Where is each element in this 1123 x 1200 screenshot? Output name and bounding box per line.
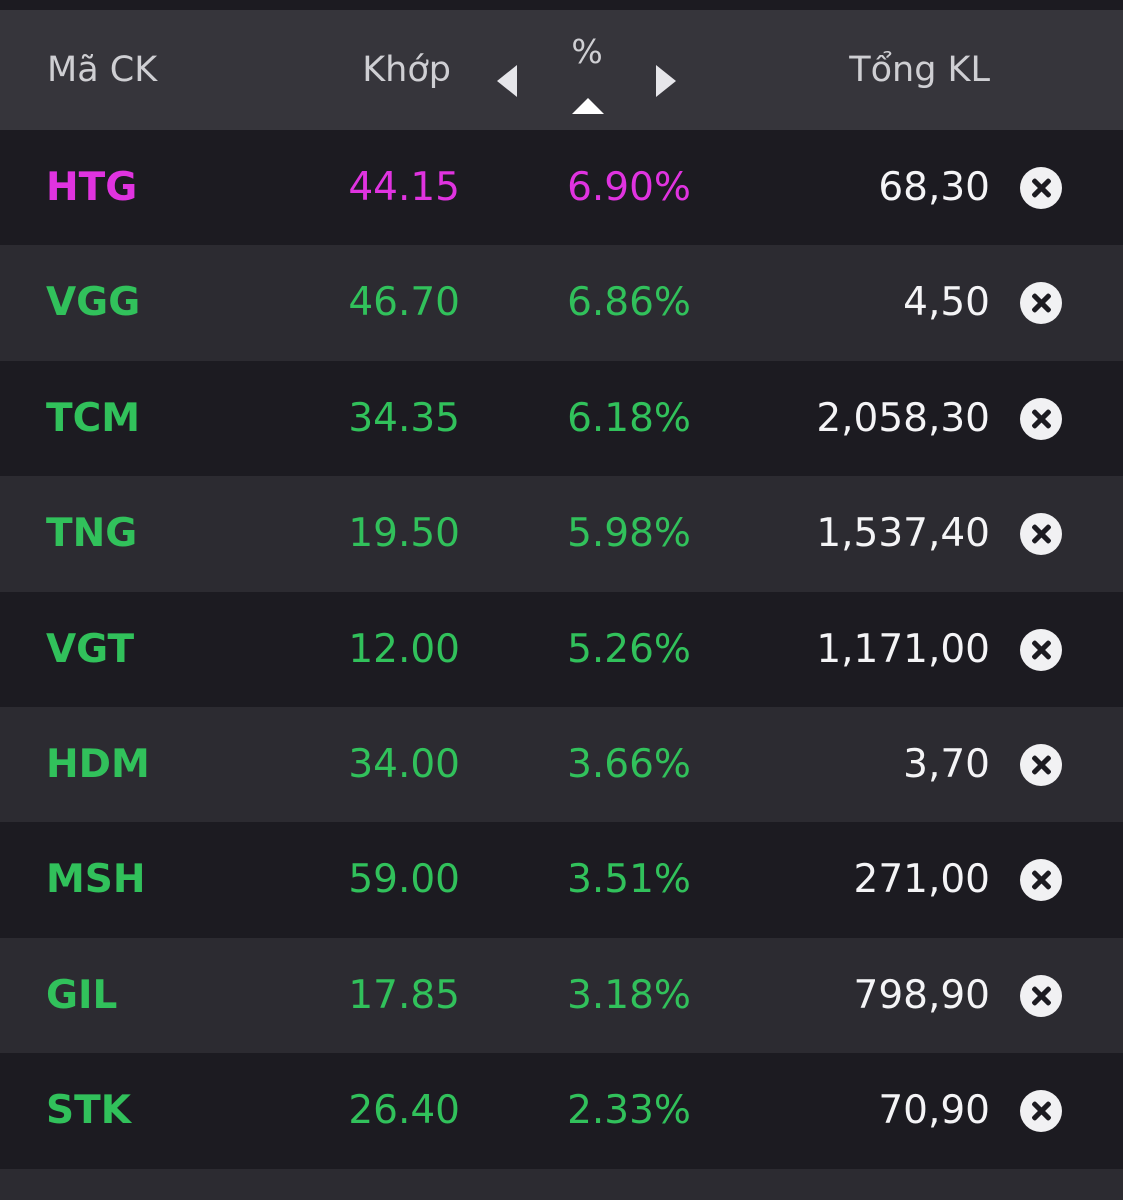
match-price: 34.35 <box>348 395 460 441</box>
percent-change: 3.18% <box>567 972 691 1018</box>
percent-change: 5.26% <box>567 626 691 672</box>
remove-icon[interactable] <box>1020 743 1062 786</box>
top-bar <box>0 0 1123 10</box>
remove-icon[interactable] <box>1020 282 1062 325</box>
percent-change: 6.18% <box>567 395 691 441</box>
total-volume: 4,50 <box>903 280 990 326</box>
percent-change: 3.66% <box>567 741 691 787</box>
match-price: 34.00 <box>348 741 460 787</box>
remove-icon[interactable] <box>1020 1090 1062 1133</box>
percent-change: 5.98% <box>567 511 691 557</box>
total-volume: 1,171,00 <box>816 626 990 672</box>
remove-icon[interactable] <box>1020 513 1062 556</box>
header-total-volume-label[interactable]: Tổng KL <box>849 50 990 90</box>
table-row[interactable]: STK 26.40 2.33% 70,90 <box>0 1053 1123 1169</box>
total-volume: 70,90 <box>878 1088 990 1134</box>
table-header: Mã CK Khớp % Tổng KL <box>0 10 1123 130</box>
next-row-peek <box>0 1169 1123 1200</box>
total-volume: 1,537,40 <box>816 511 990 557</box>
match-price: 19.50 <box>348 511 460 557</box>
match-price: 12.00 <box>348 626 460 672</box>
remove-icon[interactable] <box>1020 974 1062 1017</box>
table-row[interactable]: MSH 59.00 3.51% 271,00 <box>0 822 1123 938</box>
percent-change: 6.86% <box>567 280 691 326</box>
total-volume: 798,90 <box>853 972 990 1018</box>
table-row[interactable]: TCM 34.35 6.18% 2,058,30 <box>0 360 1123 477</box>
match-price: 59.00 <box>348 857 460 903</box>
match-price: 46.70 <box>348 280 460 326</box>
percent-change: 3.51% <box>567 857 691 903</box>
stock-code: MSH <box>46 857 146 903</box>
table-row[interactable]: VGG 46.70 6.86% 4,50 <box>0 245 1123 361</box>
remove-icon[interactable] <box>1020 167 1062 209</box>
stock-code: VGG <box>46 280 141 326</box>
remove-icon[interactable] <box>1020 628 1062 671</box>
remove-icon[interactable] <box>1020 397 1062 440</box>
match-price: 17.85 <box>348 972 460 1018</box>
match-price: 44.15 <box>348 165 460 210</box>
stock-code: GIL <box>46 972 118 1018</box>
stock-code: VGT <box>46 626 135 672</box>
remove-icon[interactable] <box>1020 859 1062 902</box>
match-price: 26.40 <box>348 1088 460 1134</box>
total-volume: 271,00 <box>853 857 990 903</box>
stock-code: STK <box>46 1088 131 1134</box>
sort-ascending-icon[interactable] <box>572 98 604 114</box>
table-row[interactable]: GIL 17.85 3.18% 798,90 <box>0 937 1123 1054</box>
watchlist-rows: HTG 44.15 6.90% 68,30 VGG 46.70 6.86% 4,… <box>0 130 1123 1169</box>
percent-change: 2.33% <box>567 1088 691 1134</box>
table-row[interactable]: VGT 12.00 5.26% 1,171,00 <box>0 591 1123 707</box>
header-price-label[interactable]: Khớp <box>362 50 451 90</box>
stock-code: HTG <box>46 165 138 210</box>
header-code-label[interactable]: Mã CK <box>47 50 158 90</box>
stock-code: TNG <box>46 511 138 557</box>
table-row[interactable]: HTG 44.15 6.90% 68,30 <box>0 130 1123 246</box>
stock-code: HDM <box>46 741 150 787</box>
next-column-arrow-icon[interactable] <box>656 65 676 97</box>
stock-code: TCM <box>46 395 141 441</box>
table-row[interactable]: HDM 34.00 3.66% 3,70 <box>0 706 1123 823</box>
total-volume: 2,058,30 <box>816 395 990 441</box>
prev-column-arrow-icon[interactable] <box>497 65 517 97</box>
total-volume: 3,70 <box>903 741 990 787</box>
table-row[interactable]: TNG 19.50 5.98% 1,537,40 <box>0 476 1123 592</box>
total-volume: 68,30 <box>878 165 990 210</box>
percent-change: 6.90% <box>567 165 691 210</box>
header-percent-label[interactable]: % <box>571 32 603 71</box>
